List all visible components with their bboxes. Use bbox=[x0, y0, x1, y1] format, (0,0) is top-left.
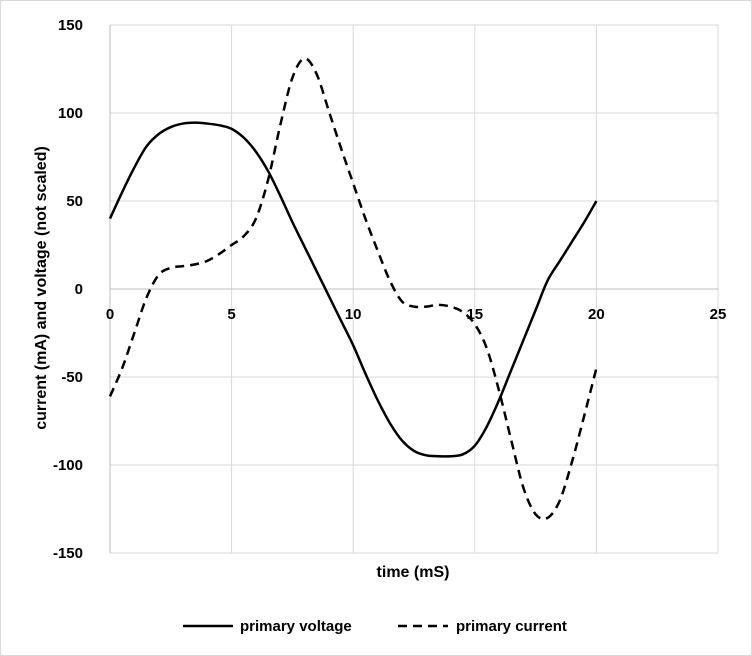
x-tick-label: 20 bbox=[588, 306, 605, 323]
axes bbox=[109, 25, 718, 553]
x-tick-label: 5 bbox=[227, 306, 235, 323]
series-lines bbox=[108, 57, 598, 521]
x-tick-label: 15 bbox=[466, 306, 483, 323]
y-tick-label: -100 bbox=[53, 457, 83, 474]
y-tick-label: 150 bbox=[58, 17, 83, 34]
series-line-primary-voltage bbox=[108, 121, 598, 458]
y-tick-label: 100 bbox=[58, 105, 83, 122]
x-axis-title: time (mS) bbox=[377, 564, 450, 581]
y-tick-label: -50 bbox=[61, 369, 83, 386]
y-tick-label: -150 bbox=[53, 545, 83, 562]
series-line-primary-current bbox=[108, 57, 598, 521]
x-tick-label: 0 bbox=[106, 306, 114, 323]
y-tick-label: 50 bbox=[66, 193, 83, 210]
x-tick-label: 10 bbox=[345, 306, 362, 323]
y-tick-label: 0 bbox=[75, 281, 83, 298]
legend: primary voltage primary current bbox=[183, 618, 567, 635]
x-tick-label: 25 bbox=[710, 306, 727, 323]
x-tick-labels: 0 5 10 15 20 25 bbox=[106, 306, 727, 323]
legend-label-primary-voltage: primary voltage bbox=[240, 618, 352, 635]
y-tick-labels: 150 100 50 0 -50 -100 -150 bbox=[53, 17, 83, 562]
y-axis-title: current (mA) and voltage (not scaled) bbox=[33, 146, 50, 430]
legend-label-primary-current: primary current bbox=[456, 618, 567, 635]
